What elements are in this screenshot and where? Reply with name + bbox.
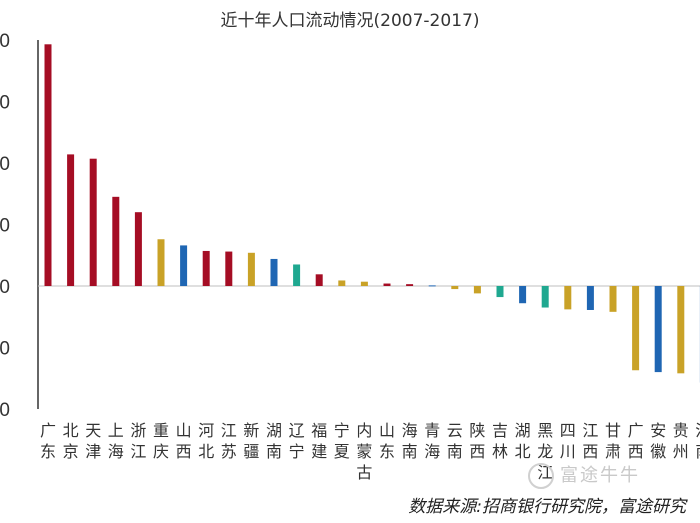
x-tick-label: 新疆 — [243, 421, 259, 461]
bar — [654, 286, 662, 373]
x-tick-label: 上海 — [108, 421, 124, 461]
x-tick-label: 辽宁 — [289, 421, 305, 461]
bar — [473, 286, 481, 294]
x-tick-label: 湖南 — [266, 421, 282, 461]
x-tick-label: 山东 — [379, 421, 395, 461]
bar — [519, 286, 527, 304]
bar — [89, 158, 97, 286]
x-tick-label: 云南 — [447, 421, 463, 461]
y-tick-label: 0 — [0, 154, 10, 175]
x-tick-label: 海南 — [402, 421, 418, 461]
bar — [247, 252, 255, 286]
y-tick-label: 0 — [0, 277, 10, 298]
bar — [451, 286, 459, 290]
bar — [383, 283, 391, 286]
bar — [360, 281, 368, 286]
bars — [44, 44, 700, 383]
x-tick-label: 吉林 — [492, 421, 508, 461]
x-tick-label: 广西 — [628, 421, 644, 461]
x-tick-label: 内蒙古 — [356, 421, 372, 482]
y-tick-label: 0 — [0, 400, 10, 421]
watermark-logo-icon — [528, 463, 554, 489]
bar — [541, 286, 549, 308]
bar — [632, 286, 640, 371]
bar — [67, 154, 75, 286]
y-axis: 0 0 0 0 0 0 0 — [0, 31, 700, 421]
chart-title: 近十年人口流动情况(2007-2017) — [220, 11, 480, 31]
x-tick-label: 青海 — [424, 421, 440, 461]
x-tick-label: 江苏 — [221, 421, 237, 461]
x-tick-label: 贵州 — [673, 421, 689, 461]
bar — [157, 239, 165, 286]
y-tick-label: 0 — [0, 93, 10, 114]
bar — [406, 284, 414, 286]
x-tick-label: 浙江 — [130, 421, 146, 461]
bar — [338, 280, 346, 286]
x-tick-label: 湖北 — [515, 421, 531, 461]
bar — [225, 251, 233, 286]
bar — [677, 286, 685, 374]
y-tick-label: 0 — [0, 31, 10, 52]
x-tick-label: 天津 — [85, 421, 101, 461]
source-note: 数据来源:招商银行研究院，富途研究 — [408, 497, 686, 517]
x-tick-label: 北京 — [63, 421, 79, 461]
bar — [496, 286, 504, 298]
bar — [202, 250, 210, 286]
x-tick-label: 四川 — [560, 421, 576, 461]
y-tick-label: 0 — [0, 216, 10, 237]
bar — [609, 286, 617, 312]
x-tick-label: 广东 — [40, 421, 56, 461]
x-tick-label: 山西 — [176, 421, 192, 461]
x-tick-label: 陕西 — [469, 421, 485, 461]
x-tick-label: 安徽 — [650, 421, 666, 461]
x-tick-label: 河南 — [695, 421, 700, 461]
bar — [428, 285, 436, 287]
x-tick-label: 江西 — [582, 421, 598, 461]
x-tick-label: 重庆 — [153, 421, 169, 461]
bar — [564, 286, 572, 310]
x-tick-label: 河北 — [198, 421, 214, 461]
bar — [293, 264, 301, 286]
watermark: 富途牛牛 — [528, 461, 640, 489]
x-tick-label: 宁夏 — [334, 421, 350, 461]
bar — [112, 196, 120, 286]
x-tick-label: 甘肃 — [605, 421, 621, 461]
watermark-text: 富途牛牛 — [560, 465, 640, 486]
y-tick-label: 0 — [0, 339, 10, 360]
x-tick-label: 福建 — [311, 421, 327, 461]
bar — [315, 274, 323, 286]
bar — [586, 286, 594, 310]
bar — [270, 258, 278, 286]
bar — [134, 212, 142, 286]
bar — [180, 245, 188, 286]
bar — [44, 44, 52, 287]
